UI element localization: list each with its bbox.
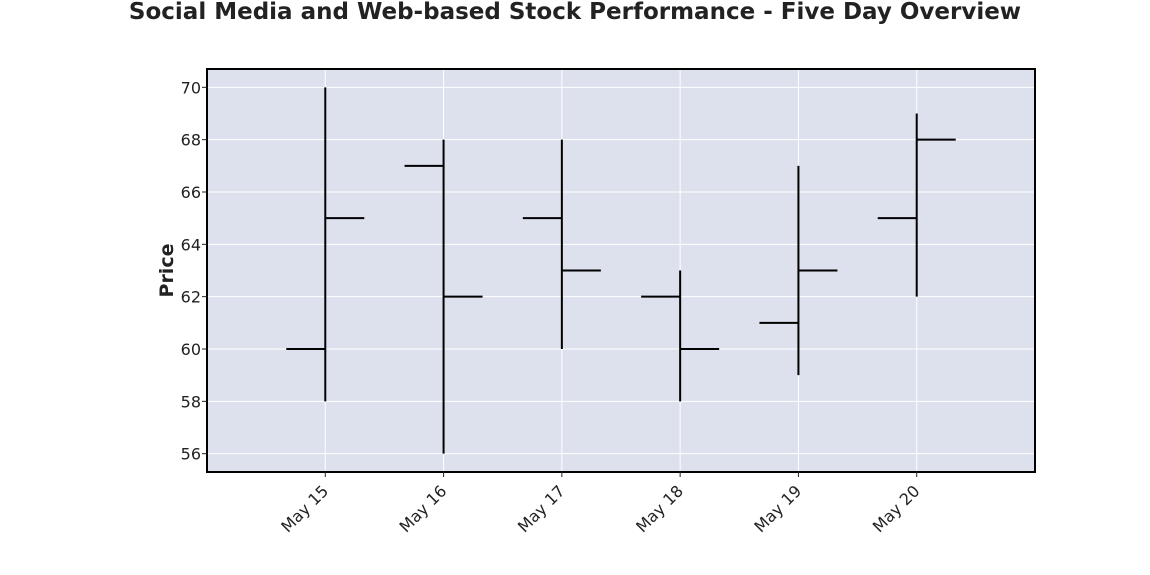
y-tick-label: 56 xyxy=(181,445,201,464)
x-tick-label: May 17 xyxy=(514,481,569,536)
y-tick-label: 70 xyxy=(181,78,201,97)
y-tick-label: 66 xyxy=(181,183,201,202)
x-tick-label: May 19 xyxy=(750,481,805,536)
x-tick-label: May 16 xyxy=(396,481,451,536)
x-tick-label: May 15 xyxy=(277,481,332,536)
x-tick-label: May 18 xyxy=(632,481,687,536)
ohlc-bar xyxy=(404,139,483,454)
y-tick-label: 62 xyxy=(181,288,201,307)
y-axis-label: Price xyxy=(156,244,178,298)
y-tick-label: 64 xyxy=(181,235,201,254)
y-axis: 56 58 60 62 64 66 68 70 xyxy=(181,78,207,464)
plot-frame xyxy=(206,68,1036,473)
chart-title: Social Media and Web-based Stock Perform… xyxy=(128,0,1022,25)
ohlc-bar xyxy=(641,270,720,402)
ohlc-bar xyxy=(286,87,365,402)
x-tick-label: May 20 xyxy=(869,481,924,536)
ohlc-bar xyxy=(522,139,601,350)
ohlc-bar xyxy=(759,165,838,376)
ohlc-bars xyxy=(286,87,956,454)
ohlc-bar xyxy=(877,113,956,297)
y-tick-label: 68 xyxy=(181,131,201,150)
plot-area xyxy=(207,69,1035,472)
y-tick-label: 60 xyxy=(181,340,201,359)
y-tick-label: 58 xyxy=(181,392,201,411)
x-axis: May 15 May 16 May 17 May 18 May 19 May 20 xyxy=(277,472,924,536)
